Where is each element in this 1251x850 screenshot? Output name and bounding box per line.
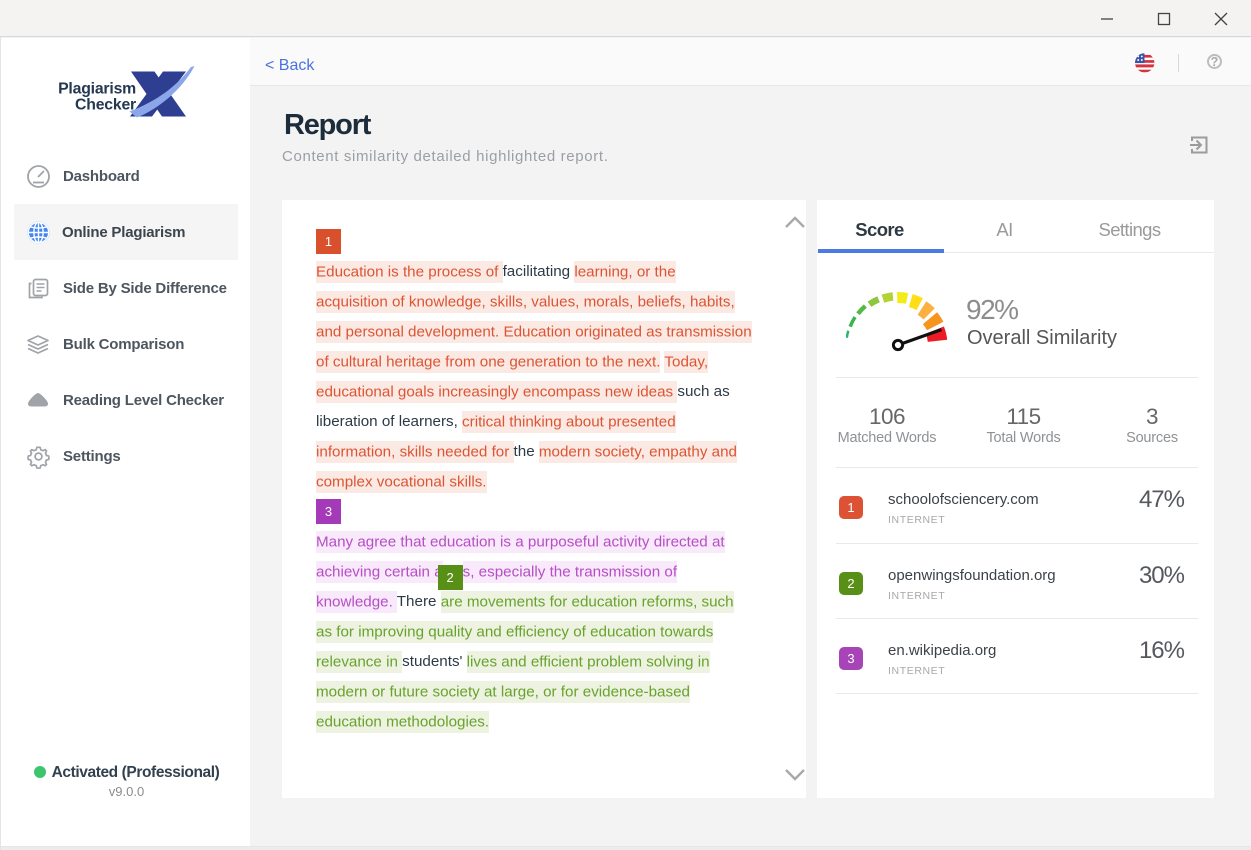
svg-text:Plagiarism: Plagiarism	[58, 81, 136, 98]
svg-text:Checker: Checker	[75, 97, 136, 114]
